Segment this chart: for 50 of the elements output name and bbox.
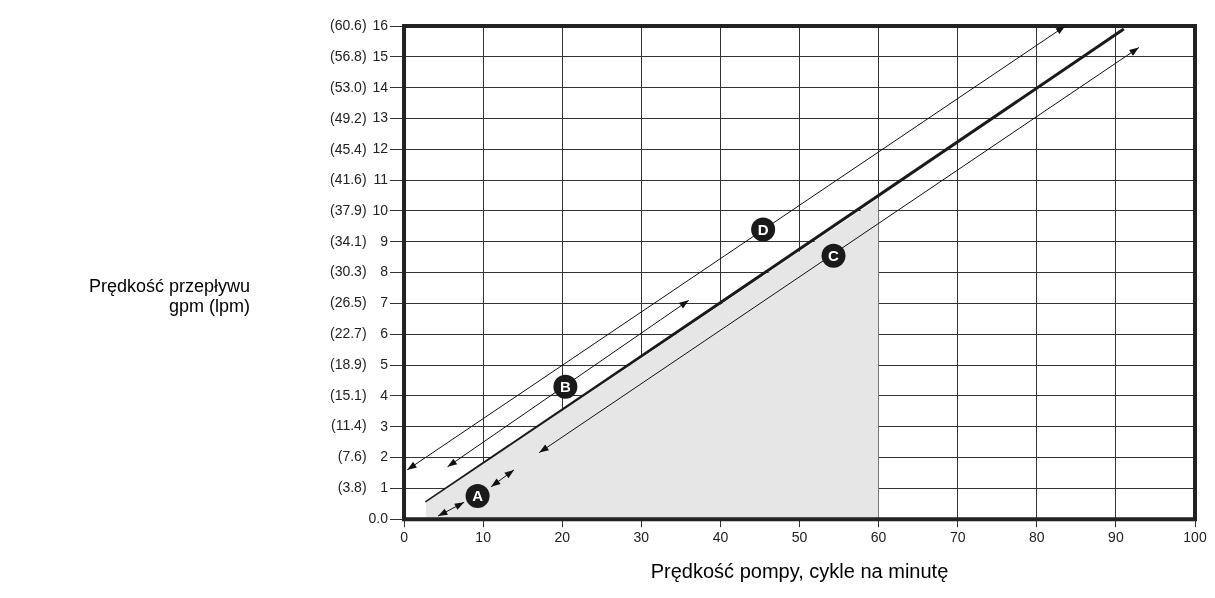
y-tick-label: 0.0 [368,510,389,527]
annotation: B [559,377,571,395]
y2-tick-label: (37.9) [329,201,367,218]
y2-tick-label: (45.4) [329,140,367,157]
y2-axis-title: Prędkość przepływu gpm (lpm) [88,275,250,316]
y2-tick-label: (30.3) [329,263,367,280]
x-tick-label: 80 [1029,529,1045,546]
y2-tick-label: (18.9) [329,356,367,373]
x-tick-label: 0 [400,529,409,546]
y-tick-label: 11 [373,170,389,187]
y2-tick-label: (15.1) [329,387,367,404]
y2-tick-label: (41.6) [329,171,367,188]
y-tick-label: 4 [380,386,389,403]
y-tick-label: 7 [380,294,389,311]
y2-tick-label: (3.8) [337,479,367,496]
y2-tick-label: (22.7) [329,325,367,342]
y2-tick-label: (60.6) [329,16,367,33]
y2-tick-label: (34.1) [329,232,367,249]
annotation: A [472,487,484,505]
x-axis-title: Prędkość pompy, cykle na minutę [650,559,949,582]
y2-tick-label: (11.4) [331,417,367,434]
y-tick-label: 6 [380,325,389,342]
y2-tick-label: (26.5) [329,294,367,311]
x-tick-label: 90 [1108,529,1124,546]
y-tick-label: 13 [372,109,389,126]
y-tick-label: 2 [380,448,389,465]
y-tick-label: 12 [372,140,389,157]
y-tick-label: 1 [380,479,389,496]
annotation: D [757,220,769,238]
x-tick-label: 40 [712,529,729,546]
x-tick-label: 20 [554,529,571,546]
x-tick-label: 30 [633,529,650,546]
x-tick-label: 100 [1183,529,1207,546]
y2-tick-label: (49.2) [329,109,367,126]
y2-tick-label: (56.8) [329,47,367,64]
y-tick-label: 10 [372,201,389,218]
y2-tick-label: (7.6) [337,448,367,465]
x-tick-label: 50 [791,529,808,546]
y2-tick-label: (53.0) [329,78,367,95]
x-tick-label: 70 [949,529,966,546]
y-tick-label: 9 [380,232,389,249]
y-tick-label: 15 [372,47,389,64]
annotation: C [828,246,840,264]
y-tick-label: 14 [372,78,389,95]
x-tick-label: 10 [475,529,492,546]
y-tick-label: 8 [380,263,389,280]
y-tick-label: 3 [380,417,389,434]
x-tick-label: 60 [870,529,887,546]
y-tick-label: 5 [380,355,389,372]
y-tick-label: 16 [372,16,389,33]
